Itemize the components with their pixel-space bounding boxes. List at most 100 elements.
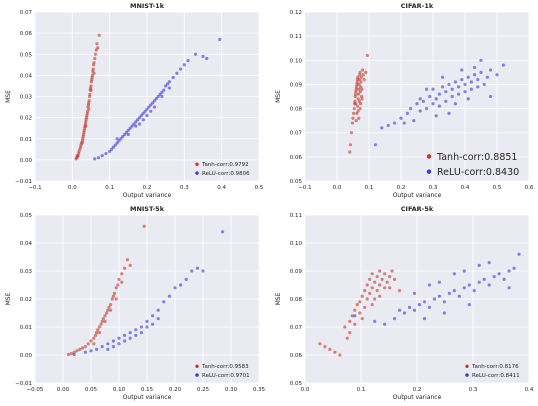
data-point <box>476 85 480 89</box>
data-point <box>93 157 97 161</box>
data-point <box>100 345 104 349</box>
data-point <box>125 258 129 262</box>
x-tick-label: 0.0 <box>301 387 310 393</box>
data-point <box>358 73 362 77</box>
data-point <box>441 75 445 79</box>
x-tick-label: 0.4 <box>525 387 534 393</box>
data-point <box>373 319 377 323</box>
data-point <box>201 269 205 273</box>
data-point <box>460 68 464 72</box>
data-point <box>353 314 357 318</box>
data-point <box>364 70 368 74</box>
x-tick-label: 0.0 <box>333 185 342 191</box>
data-point <box>359 75 363 79</box>
data-point <box>355 80 359 84</box>
data-point <box>380 277 384 281</box>
data-point <box>444 90 448 94</box>
data-point <box>149 103 153 107</box>
data-point <box>83 350 87 354</box>
data-point <box>361 68 365 72</box>
data-point <box>356 109 360 113</box>
data-point <box>134 120 138 124</box>
data-point <box>469 87 473 91</box>
data-point <box>75 154 80 158</box>
data-point <box>365 283 369 287</box>
data-point <box>399 116 403 120</box>
data-point <box>115 137 119 141</box>
data-point <box>162 300 166 304</box>
data-point <box>507 286 511 290</box>
data-point <box>469 80 473 84</box>
legend-entry: Tanh-corr:0.9583 <box>201 364 249 370</box>
data-point <box>145 113 149 118</box>
y-axis-label: MSE <box>275 90 282 103</box>
data-point <box>100 154 104 158</box>
data-point <box>358 106 362 111</box>
data-point <box>352 111 356 115</box>
data-point <box>152 105 157 109</box>
x-tick-label: 0.4 <box>461 185 470 191</box>
y-tick-label: 0.11 <box>290 34 302 40</box>
data-point <box>355 303 359 307</box>
data-point <box>358 300 362 304</box>
data-point <box>117 336 121 340</box>
data-point <box>388 275 392 279</box>
data-point <box>354 85 359 89</box>
data-point <box>359 85 363 89</box>
data-point <box>427 283 432 287</box>
y-tick-label: 0.02 <box>20 297 32 303</box>
data-point <box>109 308 113 312</box>
data-point <box>359 102 363 106</box>
data-point <box>124 130 129 135</box>
y-tick-label: 0.05 <box>20 213 33 219</box>
data-point <box>121 135 125 139</box>
data-point <box>485 75 489 79</box>
data-point <box>373 280 377 284</box>
data-point <box>141 111 145 115</box>
x-tick-label: 0.2 <box>143 185 152 191</box>
data-point <box>80 141 84 145</box>
data-point <box>93 56 97 61</box>
data-point <box>179 67 183 71</box>
data-point <box>114 286 118 290</box>
data-point <box>348 150 352 154</box>
data-point <box>353 99 357 103</box>
data-point <box>149 109 153 113</box>
x-tick-label: −0.05 <box>27 387 44 393</box>
data-point <box>190 269 194 273</box>
data-point <box>432 297 437 301</box>
y-tick-label: 0.04 <box>20 241 33 247</box>
data-point <box>365 53 369 58</box>
x-tick-label: 0.05 <box>85 387 98 393</box>
data-point <box>349 131 353 135</box>
data-point <box>205 56 209 61</box>
y-tick-label: 0.07 <box>20 10 33 16</box>
data-point <box>81 346 85 350</box>
y-tick-label: 0.11 <box>290 213 302 219</box>
data-point <box>434 114 438 118</box>
data-point <box>492 275 496 279</box>
y-tick-label: −0.01 <box>15 381 32 387</box>
x-tick-label: 0.5 <box>255 185 264 191</box>
data-point <box>137 116 142 120</box>
data-point <box>160 94 164 99</box>
data-point <box>378 269 382 273</box>
data-point <box>437 92 441 96</box>
x-tick-label: −0.1 <box>28 185 41 191</box>
data-point <box>453 80 457 84</box>
data-point <box>152 99 157 103</box>
data-point <box>84 124 88 128</box>
data-point <box>72 350 76 354</box>
data-point <box>378 294 382 298</box>
series-2 <box>93 37 222 161</box>
data-point <box>96 328 100 332</box>
data-point <box>167 80 171 84</box>
data-point <box>362 78 366 82</box>
data-point <box>415 102 419 106</box>
data-point <box>489 68 493 72</box>
data-point <box>476 78 480 82</box>
data-point <box>409 106 413 111</box>
data-point <box>218 37 222 42</box>
data-point <box>69 352 73 356</box>
data-point <box>97 325 101 329</box>
